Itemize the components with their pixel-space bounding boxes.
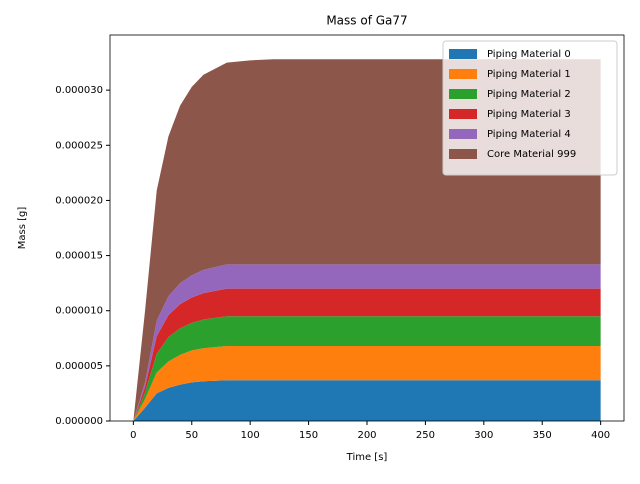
legend-label: Piping Material 1 (487, 69, 571, 80)
legend-swatch (449, 109, 477, 119)
legend-swatch (449, 69, 477, 79)
y-tick-label: 0.000030 (55, 85, 103, 96)
y-tick-label: 0.000005 (55, 361, 103, 372)
x-tick-label: 0 (130, 430, 136, 441)
area (133, 380, 601, 421)
x-tick-label: 150 (299, 430, 318, 441)
legend-swatch (449, 49, 477, 59)
chart-title: Mass of Ga77 (326, 14, 407, 28)
legend-swatch (449, 89, 477, 99)
y-tick-label: 0.000025 (55, 140, 103, 151)
area (133, 264, 601, 421)
x-tick-label: 250 (416, 430, 435, 441)
legend-box (442, 40, 618, 176)
legend-swatch (449, 149, 477, 159)
y-tick-label: 0.000015 (55, 251, 103, 262)
area (133, 316, 601, 421)
y-tick-label: 0.000010 (55, 306, 103, 317)
x-tick-label: 200 (357, 430, 376, 441)
x-tick-label: 50 (185, 430, 198, 441)
y-tick-label: 0.000000 (55, 416, 103, 427)
y-tick-label: 0.000020 (55, 195, 103, 206)
legend-swatch (449, 129, 477, 139)
area (133, 346, 601, 421)
legend-label: Core Material 999 (487, 149, 576, 160)
legend-label: Piping Material 4 (487, 129, 571, 140)
x-tick-label: 400 (591, 430, 610, 441)
x-tick-label: 350 (533, 430, 552, 441)
y-axis-label: Mass [g] (17, 207, 28, 250)
area (133, 288, 601, 421)
legend-label: Piping Material 3 (487, 109, 571, 120)
x-tick-label: 100 (241, 430, 260, 441)
x-tick-label: 300 (474, 430, 493, 441)
legend-label: Piping Material 0 (487, 49, 571, 60)
x-axis-label: Time [s] (346, 452, 388, 463)
legend-label: Piping Material 2 (487, 89, 571, 100)
